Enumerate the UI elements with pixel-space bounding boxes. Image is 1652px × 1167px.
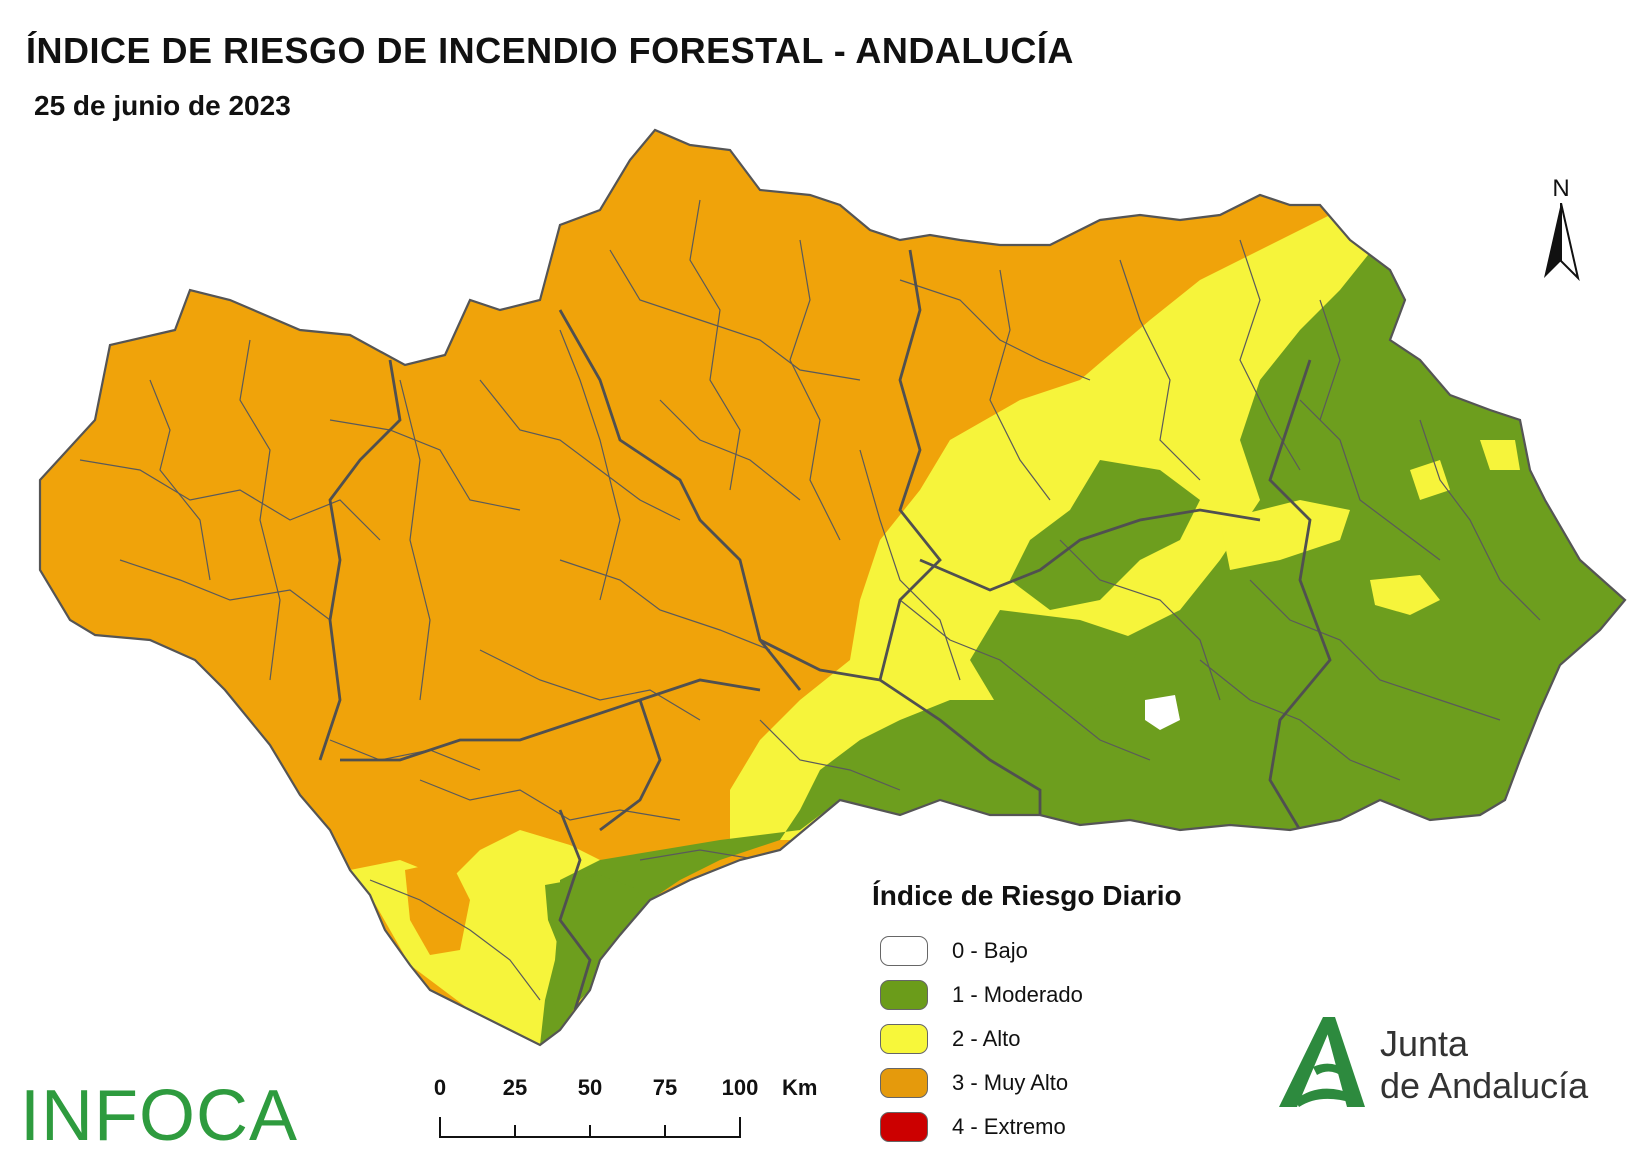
zone-moderado-center-south bbox=[970, 610, 1140, 720]
legend-item-extremo: 4 - Extremo bbox=[872, 1106, 1182, 1150]
north-arrow: N bbox=[1536, 175, 1586, 288]
zone-moderado-east bbox=[540, 240, 1625, 1045]
junta-name-line1: Junta bbox=[1380, 1023, 1469, 1064]
scale-bar: 0 25 50 75 100 Km bbox=[430, 1075, 830, 1145]
junta-name-line2: de Andalucía bbox=[1380, 1065, 1589, 1106]
andalucia-outline bbox=[38, 128, 1627, 1047]
scale-tick-100: 100 bbox=[721, 1075, 759, 1100]
zone-alto-almeria-north bbox=[1480, 440, 1520, 470]
legend-label-bajo: 0 - Bajo bbox=[952, 938, 1028, 963]
zone-muy-alto-cadiz bbox=[405, 860, 470, 955]
legend: Índice de Riesgo Diario 0 - Bajo 1 - Mod… bbox=[872, 880, 1182, 1150]
map-title: ÍNDICE DE RIESGO DE INCENDIO FORESTAL - … bbox=[26, 30, 1074, 71]
legend-swatch-moderado bbox=[880, 980, 928, 1010]
scale-tick-0: 0 bbox=[433, 1075, 447, 1100]
legend-item-muy-alto: 3 - Muy Alto bbox=[872, 1062, 1182, 1106]
junta-emblem-icon bbox=[1279, 1017, 1365, 1107]
legend-title: Índice de Riesgo Diario bbox=[872, 880, 1182, 911]
zone-moderado-cadiz bbox=[545, 875, 640, 1020]
scale-tick-25: 25 bbox=[502, 1075, 528, 1100]
zone-moderado-central bbox=[1010, 460, 1200, 610]
legend-swatch-alto bbox=[880, 1024, 928, 1054]
legend-label-extremo: 4 - Extremo bbox=[952, 1114, 1066, 1139]
map-date: 25 de junio de 2023 bbox=[34, 90, 291, 121]
scale-tick-75: 75 bbox=[652, 1075, 678, 1100]
zone-alto-almeria bbox=[1370, 575, 1440, 615]
legend-swatch-extremo bbox=[880, 1112, 928, 1142]
legend-label-alto: 2 - Alto bbox=[952, 1026, 1021, 1051]
province-boundaries bbox=[318, 249, 1332, 1011]
municipal-boundaries bbox=[79, 199, 1541, 1001]
legend-swatch-bajo bbox=[880, 936, 928, 966]
north-label: N bbox=[1552, 175, 1570, 202]
legend-item-moderado: 1 - Moderado bbox=[872, 974, 1182, 1018]
north-arrow-icon bbox=[1544, 202, 1580, 282]
legend-label-moderado: 1 - Moderado bbox=[952, 982, 1083, 1007]
legend-item-alto: 2 - Alto bbox=[872, 1018, 1182, 1062]
scale-unit: Km bbox=[782, 1075, 818, 1100]
scale-bar-line bbox=[439, 1117, 741, 1138]
legend-item-bajo: 0 - Bajo bbox=[872, 930, 1182, 974]
infoca-logo: INFOCA bbox=[20, 1076, 299, 1156]
legend-swatch-muy-alto bbox=[880, 1068, 928, 1098]
risk-zones bbox=[40, 130, 1625, 1045]
zone-alto-jaen-east bbox=[1410, 460, 1450, 500]
zone-bajo bbox=[1145, 695, 1180, 730]
scale-tick-50: 50 bbox=[577, 1075, 603, 1100]
legend-label-muy-alto: 3 - Muy Alto bbox=[952, 1070, 1069, 1095]
junta-logo: Junta de Andalucía bbox=[1275, 1015, 1635, 1115]
